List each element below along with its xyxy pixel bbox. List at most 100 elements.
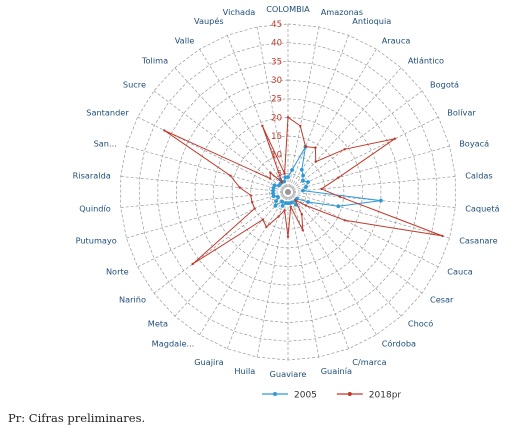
radar-chart: 5 10 15 20 25 30 35 40 45 COLOMBIA AmazonasAntioq… xyxy=(73,4,500,401)
data-point xyxy=(273,203,278,208)
grid-ring-20 xyxy=(213,116,363,268)
category-label: Sucre xyxy=(123,80,146,90)
data-point xyxy=(276,195,280,199)
data-point xyxy=(301,188,305,193)
data-point xyxy=(314,146,317,149)
data-point xyxy=(304,185,308,189)
data-point xyxy=(280,181,284,184)
series-2005 xyxy=(271,144,383,209)
spoke xyxy=(174,67,289,193)
radial-tick-label: 40 xyxy=(271,39,282,49)
category-label: Guajira xyxy=(194,357,223,367)
data-point xyxy=(304,204,308,207)
grid-ring-40 xyxy=(138,42,438,342)
legend-entry: 2005 xyxy=(262,391,317,401)
spoke xyxy=(287,90,423,193)
spoke xyxy=(287,145,450,193)
category-label: Tolima xyxy=(141,56,168,66)
data-point xyxy=(301,173,305,178)
data-point xyxy=(336,204,341,209)
radial-tick-label: 10 xyxy=(271,151,282,161)
data-point xyxy=(238,186,241,189)
radar-series xyxy=(163,116,444,266)
data-point xyxy=(253,207,256,210)
data-point xyxy=(191,262,194,266)
category-label: Norte xyxy=(106,266,129,276)
data-point xyxy=(290,168,294,172)
data-point xyxy=(261,218,264,221)
spoke xyxy=(287,67,402,193)
data-point xyxy=(320,187,323,191)
footnote: Pr: Cifras preliminares. xyxy=(8,411,146,425)
grid-ring-5 xyxy=(269,172,307,212)
radial-tick-label: 35 xyxy=(271,57,282,67)
category-label: Valle xyxy=(175,36,195,46)
data-point xyxy=(441,234,444,238)
spoke xyxy=(126,145,289,193)
category-label: Santander xyxy=(86,108,129,118)
grid-ring-35 xyxy=(157,60,419,324)
data-point xyxy=(283,172,286,175)
category-label: Putumayo xyxy=(76,236,117,246)
spoke xyxy=(256,191,289,358)
legend-entry: 2018pr xyxy=(336,391,402,401)
category-label: Guaviare xyxy=(270,369,307,379)
data-point xyxy=(300,213,303,216)
data-point xyxy=(337,176,340,179)
radial-tick-label: 25 xyxy=(271,95,282,105)
data-point xyxy=(393,137,397,140)
spoke xyxy=(174,191,289,317)
legend-label: 2018pr xyxy=(369,391,402,401)
category-label: Quindío xyxy=(79,203,111,213)
radial-tick-label: 5 xyxy=(277,169,282,179)
data-point xyxy=(304,145,307,148)
data-point xyxy=(250,201,254,204)
spoke xyxy=(287,191,350,349)
spoke xyxy=(120,191,289,208)
spoke xyxy=(287,191,450,239)
data-point xyxy=(268,177,272,180)
category-label: Boyacá xyxy=(459,138,489,148)
spoke xyxy=(287,26,320,193)
data-point xyxy=(283,175,288,180)
data-point xyxy=(301,229,304,232)
data-point xyxy=(343,148,346,151)
category-label: COLOMBIA xyxy=(266,4,310,14)
spoke xyxy=(287,191,377,335)
radial-tick-label: 45 xyxy=(271,20,282,30)
spoke xyxy=(199,191,289,335)
data-point xyxy=(306,180,310,184)
data-point xyxy=(289,205,292,208)
spoke xyxy=(287,191,320,358)
data-point xyxy=(299,167,304,172)
data-point xyxy=(229,174,232,177)
legend-label: 2005 xyxy=(294,391,317,401)
category-label: Vaupés xyxy=(194,16,224,26)
data-point xyxy=(314,160,317,163)
spoke xyxy=(153,90,289,193)
category-label: Casanare xyxy=(459,236,497,246)
series-2018pr xyxy=(163,116,444,266)
data-point xyxy=(272,183,277,188)
category-label: Nariño xyxy=(119,294,146,304)
data-point xyxy=(280,199,284,204)
radial-tick-label: 20 xyxy=(271,113,282,123)
radar-spokes xyxy=(120,24,456,360)
radial-tick-label: 15 xyxy=(271,132,282,142)
category-label: Huila xyxy=(234,366,255,376)
category-label: Magdale... xyxy=(152,338,195,348)
data-point xyxy=(280,204,285,208)
data-point xyxy=(299,124,302,128)
data-point xyxy=(343,219,346,222)
data-point xyxy=(283,209,286,212)
spoke xyxy=(137,191,289,268)
grid-ring-25 xyxy=(194,98,382,286)
spoke xyxy=(199,49,289,193)
data-point xyxy=(294,199,297,202)
data-point xyxy=(301,178,305,183)
category-label: C/marca xyxy=(352,357,386,367)
spoke xyxy=(126,191,289,239)
data-point xyxy=(286,116,290,119)
data-point xyxy=(286,235,290,238)
spoke xyxy=(153,191,289,294)
